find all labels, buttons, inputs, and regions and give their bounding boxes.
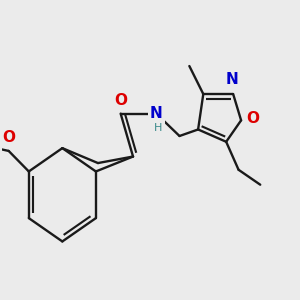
Text: O: O <box>246 111 260 126</box>
Text: H: H <box>154 123 163 133</box>
Text: N: N <box>225 72 238 87</box>
Text: N: N <box>150 106 163 121</box>
Text: O: O <box>2 130 15 146</box>
Text: O: O <box>114 93 127 108</box>
